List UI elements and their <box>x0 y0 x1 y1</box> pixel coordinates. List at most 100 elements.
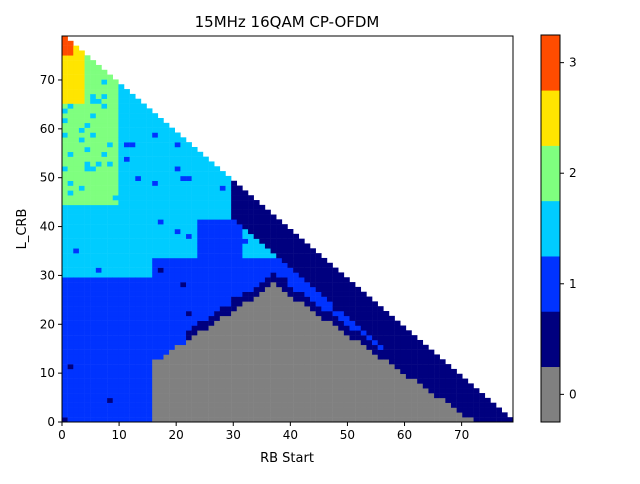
heatmap-cell <box>157 137 164 143</box>
heatmap-cell <box>383 311 390 317</box>
heatmap-cell <box>112 368 119 375</box>
heatmap-cell <box>225 393 232 399</box>
heatmap-cell <box>298 373 305 379</box>
heatmap-cell <box>270 311 277 317</box>
heatmap-cell <box>349 412 356 418</box>
heatmap-cell <box>377 407 384 413</box>
heatmap-cell <box>84 60 91 66</box>
heatmap-cell <box>293 262 300 268</box>
heatmap-cell <box>180 190 187 196</box>
heatmap-cell <box>298 253 305 259</box>
heatmap-cell <box>101 364 108 370</box>
heatmap-cell <box>174 257 181 264</box>
heatmap-cell <box>332 315 339 321</box>
heatmap-cell <box>157 229 164 235</box>
heatmap-cell <box>293 364 300 370</box>
heatmap-cell <box>129 359 136 365</box>
heatmap-cell <box>208 393 215 399</box>
heatmap-cell <box>197 214 204 220</box>
heatmap-cell <box>253 354 260 360</box>
heatmap-cell <box>107 204 113 210</box>
heatmap-cell <box>73 224 80 230</box>
heatmap-cell <box>293 402 300 408</box>
heatmap-cell <box>242 364 249 370</box>
heatmap-cell <box>95 79 102 85</box>
heatmap-cell <box>276 349 283 355</box>
heatmap-cell <box>124 185 130 191</box>
heatmap-cell <box>264 301 271 307</box>
heatmap-cell <box>343 330 350 336</box>
heatmap-cell <box>146 315 153 321</box>
heatmap-cell <box>343 373 350 379</box>
heatmap-cell <box>253 315 260 321</box>
heatmap-cell <box>129 388 136 394</box>
heatmap-cell <box>107 282 113 288</box>
heatmap-cell <box>180 393 187 399</box>
heatmap-cell <box>152 122 159 128</box>
heatmap-cell <box>129 118 136 124</box>
heatmap-cell <box>112 388 119 394</box>
heatmap-cell <box>152 354 159 360</box>
heatmap-cell <box>163 296 170 302</box>
y-tick-label: 10 <box>40 366 55 380</box>
heatmap-cell <box>135 277 142 283</box>
heatmap-cell <box>298 330 305 336</box>
heatmap-cell <box>129 354 136 360</box>
heatmap-cell <box>157 224 164 230</box>
heatmap-cell <box>124 161 130 167</box>
heatmap-cell <box>112 349 119 355</box>
heatmap-cell <box>462 407 469 413</box>
heatmap-cell <box>118 282 125 288</box>
heatmap-cell <box>264 354 271 360</box>
heatmap-cell <box>202 330 209 336</box>
heatmap-cell <box>281 257 288 264</box>
heatmap-cell <box>439 383 446 389</box>
heatmap-cell <box>62 103 68 109</box>
heatmap-cell <box>84 383 91 389</box>
heatmap-cell <box>90 166 97 172</box>
heatmap-cell <box>197 335 204 341</box>
heatmap-cell <box>208 368 215 375</box>
heatmap-cell <box>78 224 85 230</box>
heatmap-cell <box>101 291 108 297</box>
heatmap-cell <box>73 89 80 95</box>
heatmap-cell <box>310 330 316 336</box>
x-tick-label: 50 <box>340 428 355 442</box>
heatmap-cell <box>276 311 283 317</box>
heatmap-cell <box>349 368 356 375</box>
heatmap-cell <box>146 277 153 283</box>
heatmap-cell <box>343 388 350 394</box>
heatmap-cell <box>473 412 480 418</box>
heatmap-cell <box>78 137 85 143</box>
heatmap-cell <box>214 378 221 384</box>
heatmap-cell <box>62 320 68 326</box>
heatmap-cell <box>180 195 187 201</box>
heatmap-cell <box>355 339 362 346</box>
heatmap-cell <box>304 344 311 350</box>
heatmap-cell <box>118 325 125 331</box>
heatmap-cell <box>129 272 136 278</box>
heatmap-cell <box>73 195 80 201</box>
heatmap-cell <box>202 339 209 346</box>
heatmap-cell <box>78 282 85 288</box>
heatmap-cell <box>355 373 362 379</box>
heatmap-cell <box>107 79 113 85</box>
heatmap-cell <box>259 301 266 307</box>
heatmap-cell <box>107 103 113 109</box>
heatmap-cell <box>321 282 328 288</box>
heatmap-cell <box>467 402 474 408</box>
heatmap-cell <box>95 320 102 326</box>
heatmap-cell <box>366 417 373 423</box>
heatmap-cell <box>428 368 435 375</box>
heatmap-cell <box>197 233 204 239</box>
heatmap-cell <box>287 282 294 288</box>
heatmap-cell <box>129 127 136 133</box>
heatmap-cell <box>310 393 316 399</box>
heatmap-cell <box>315 282 322 288</box>
heatmap-cell <box>231 325 238 331</box>
heatmap-cell <box>90 180 97 186</box>
heatmap-cell <box>338 349 345 355</box>
heatmap-cell <box>107 253 113 259</box>
heatmap-cell <box>124 383 130 389</box>
heatmap-cell <box>152 180 159 186</box>
